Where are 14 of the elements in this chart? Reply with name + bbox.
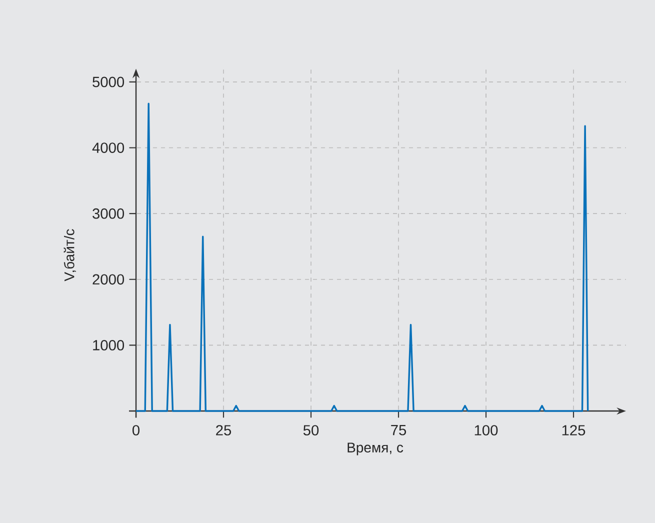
x-axis-title: Время, с xyxy=(348,442,404,456)
y-tick-label: 3000 xyxy=(92,208,124,219)
x-tick-label: 125 xyxy=(562,425,586,436)
x-tick-label: 75 xyxy=(391,425,406,436)
x-tick-label: 25 xyxy=(216,425,232,436)
y-axis-title: V,байт/с xyxy=(64,229,76,282)
x-tick-label: 0 xyxy=(132,425,140,436)
y-tick-label: 2000 xyxy=(92,274,124,285)
x-tick-label: 100 xyxy=(474,425,498,436)
y-tick-label: 1000 xyxy=(93,340,124,350)
y-tick-label: 4000 xyxy=(92,142,124,153)
x-tick-label: 50 xyxy=(303,425,319,436)
line-series xyxy=(135,102,589,412)
y-tick-label: 5000 xyxy=(92,76,124,88)
